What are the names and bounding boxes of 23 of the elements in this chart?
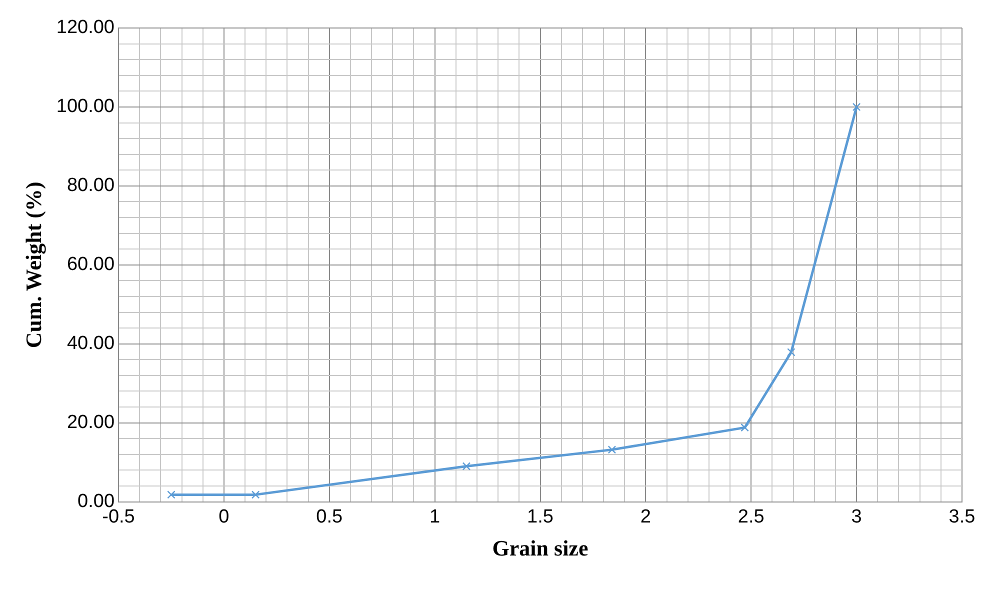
point (608, 446, 616, 454)
y-axis-title: Cum. Weight (%) (20, 182, 46, 348)
point (787, 348, 796, 356)
x-axis-title: Grain size (492, 535, 588, 560)
x-tick-label: 3 (851, 506, 862, 528)
x-tick-label: 2.5 (738, 506, 764, 528)
y-tick-label: 100.00 (56, 96, 115, 118)
y-tick-label: 60.00 (66, 254, 115, 276)
x-tick-label: 0 (218, 506, 230, 528)
x-tick-label: 0.5 (316, 506, 343, 528)
point (167, 490, 176, 499)
y-tick-label: 80.00 (66, 175, 115, 196)
y-tick-label: 20.00 (66, 412, 115, 434)
x-tick-label: 1 (430, 506, 440, 528)
point (251, 490, 260, 499)
point (852, 102, 861, 112)
y-tick-label: 120.00 (56, 17, 115, 38)
x-tick-label: 1.5 (527, 506, 554, 528)
x-tick-label: 3.5 (948, 506, 976, 528)
y-tick-label: 40.00 (66, 333, 115, 354)
x-tick-label: 2 (640, 506, 651, 528)
point (462, 462, 471, 470)
point (740, 423, 749, 432)
